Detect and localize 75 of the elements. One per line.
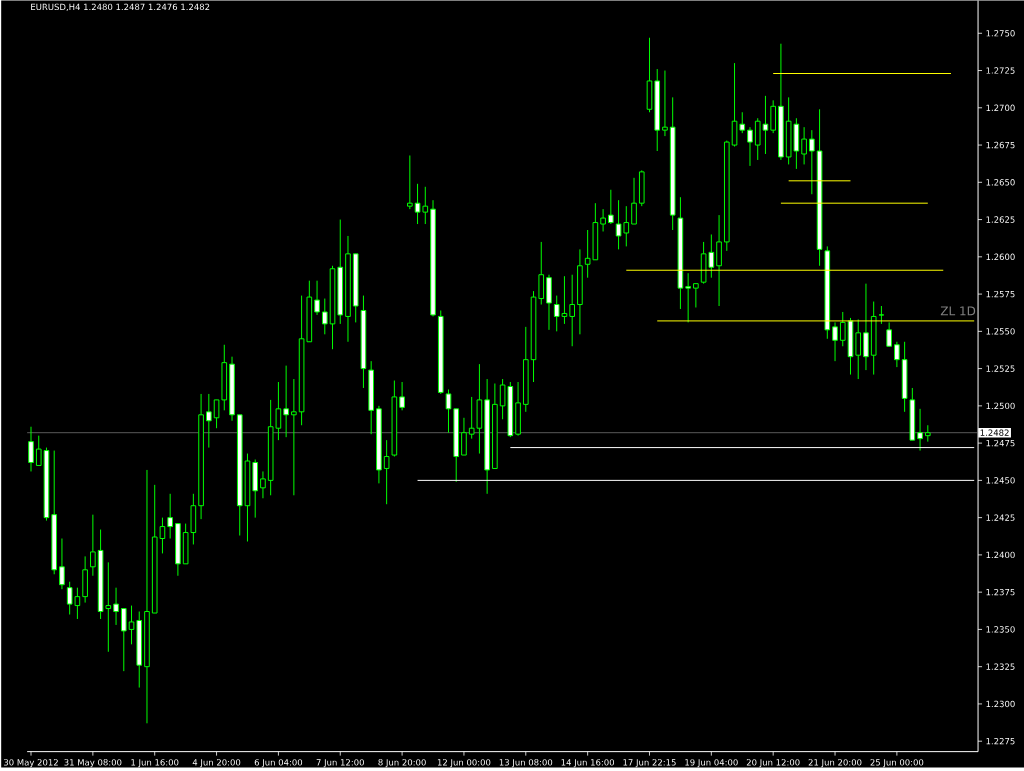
annotation: ZL 1D <box>940 306 976 316</box>
candlestick <box>113 587 119 626</box>
candlestick <box>461 417 467 456</box>
candlestick <box>445 389 452 434</box>
y-tick-label: 1.2625 <box>986 216 1015 223</box>
candlestick <box>283 365 289 438</box>
y-tick-label: 1.2650 <box>986 179 1015 186</box>
y-tick-label: 1.2675 <box>986 142 1015 149</box>
candlestick <box>28 426 34 473</box>
candlestick <box>863 283 869 371</box>
x-tick-label: 19 Jun 04:00 <box>685 759 738 768</box>
candlestick <box>35 435 42 467</box>
y-tick-label: 1.2400 <box>986 551 1015 559</box>
y-tick-label: 1.2725 <box>986 67 1015 74</box>
y-tick-label: 1.2600 <box>986 253 1015 261</box>
candlestick <box>747 126 753 167</box>
y-tick-label: 1.2325 <box>986 663 1015 671</box>
y-tick-label: 1.2350 <box>986 626 1015 633</box>
candlestick <box>693 283 699 309</box>
y-tick-label: 1.2275 <box>986 738 1015 745</box>
y-tick-label: 1.2525 <box>986 365 1015 373</box>
candlestick <box>600 208 606 233</box>
y-tick-label: 1.2375 <box>986 589 1015 596</box>
candlestick <box>314 280 320 316</box>
y-tick-label: 1.2500 <box>986 402 1015 410</box>
y-tick-label: 1.2475 <box>986 440 1015 447</box>
candlestick <box>631 177 637 225</box>
candlestick <box>716 214 722 307</box>
ref-line-label: 1.2482 <box>980 429 1009 437</box>
candlestick <box>321 298 328 336</box>
x-tick-label: 8 Jun 20:00 <box>378 759 426 768</box>
y-tick-label: 1.2700 <box>986 104 1015 112</box>
candlestick <box>894 341 900 368</box>
x-tick-label: 6 Jun 04:00 <box>254 759 303 768</box>
chart-title: EURUSD,H4 1.2480 1.2487 1.2476 1.2482 <box>31 3 210 12</box>
y-tick-label: 1.2450 <box>986 477 1015 484</box>
x-tick-label: 20 Jun 12:00 <box>746 759 800 768</box>
x-tick-label: 14 Jun 16:00 <box>561 759 615 768</box>
y-tick-label: 1.2550 <box>986 328 1015 335</box>
x-tick-label: 4 Jun 20:00 <box>192 759 241 768</box>
x-tick-label: 12 Jun 00:00 <box>437 759 491 768</box>
y-tick-label: 1.2750 <box>986 30 1015 37</box>
x-tick-label: 25 Jun 00:00 <box>870 759 924 768</box>
candlestick <box>407 155 413 210</box>
candlestick <box>770 100 776 134</box>
candlestick <box>569 274 575 347</box>
candlestick <box>832 322 838 362</box>
candlestick <box>608 189 614 225</box>
candlestick <box>128 605 135 646</box>
candlestick <box>855 319 862 380</box>
x-tick-label: 31 May 08:00 <box>64 759 122 768</box>
candlestick <box>383 439 390 505</box>
y-tick-label: 1.2425 <box>986 514 1015 522</box>
candlestick <box>538 241 545 306</box>
candlestick <box>839 311 846 347</box>
x-tick-label: 30 May 2012 <box>3 759 58 768</box>
candlestick <box>260 471 266 499</box>
x-tick-label: 1 Jun 16:00 <box>131 759 179 768</box>
candlestick <box>120 608 127 672</box>
candlestick <box>662 70 668 137</box>
candlestick <box>399 381 405 412</box>
x-tick-label: 7 Jun 12:00 <box>316 759 364 768</box>
y-tick-label: 1.2575 <box>986 291 1015 298</box>
y-tick-label: 1.2300 <box>986 700 1015 708</box>
candlestick <box>206 393 212 449</box>
x-tick-label: 17 Jun 22:15 <box>623 759 676 768</box>
candlestick <box>801 126 807 166</box>
candlestick <box>886 322 892 347</box>
x-tick-label: 21 Jun 20:00 <box>808 759 862 768</box>
candlestick <box>90 514 96 577</box>
candlestick <box>59 538 65 590</box>
x-tick-label: 13 Jun 08:00 <box>499 759 553 768</box>
candlestick <box>291 378 297 496</box>
candlestick <box>809 129 815 195</box>
candlestick <box>167 493 173 540</box>
